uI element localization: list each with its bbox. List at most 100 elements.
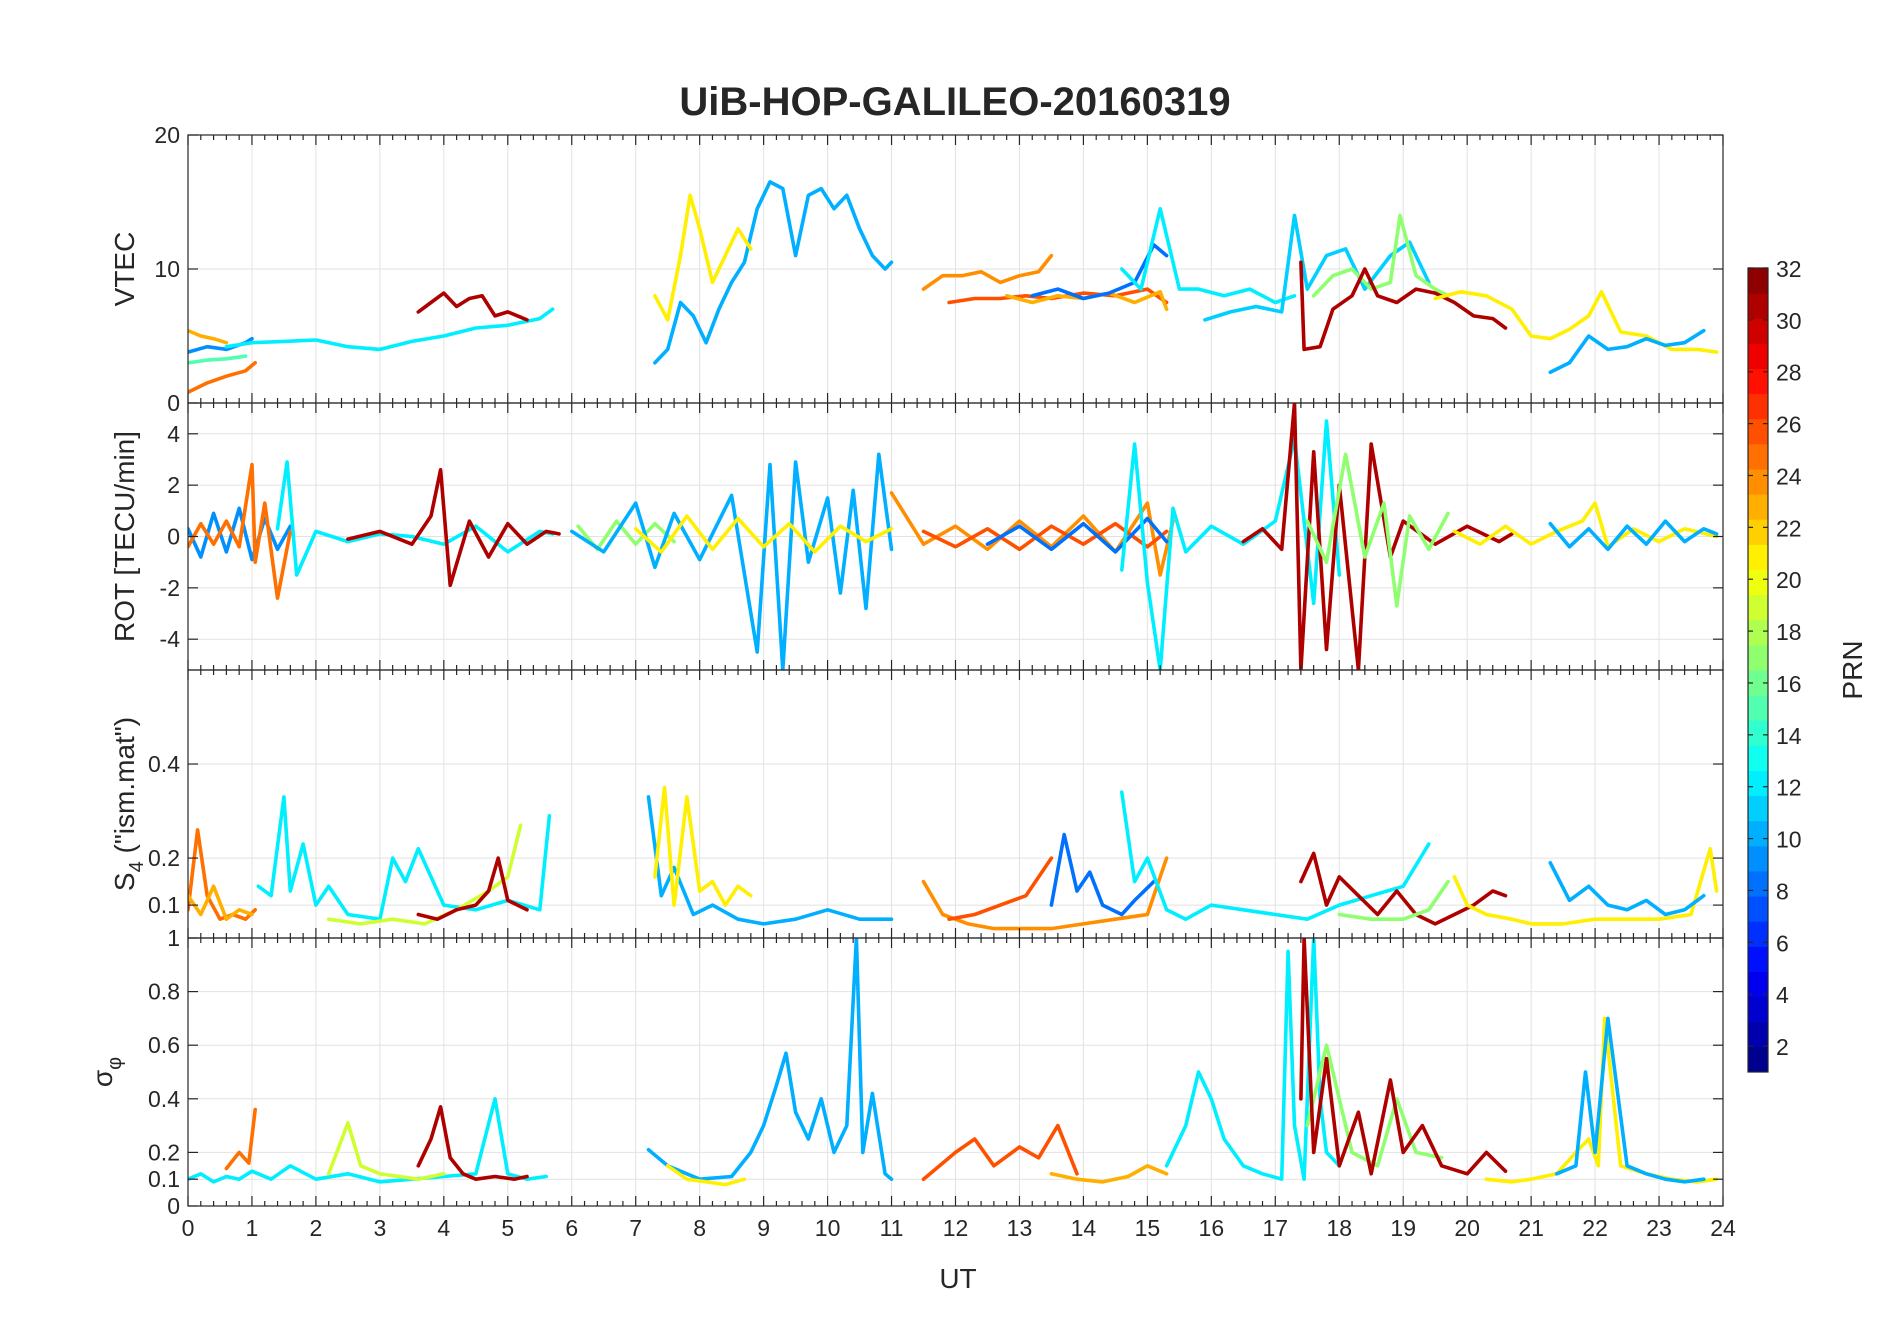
panel-sigma_phi: 00.10.2 0.4 0.6 0.8 1 σφ xyxy=(87,925,1724,1219)
panel-s4-grid xyxy=(187,670,1724,938)
series-line-prn-10 xyxy=(1548,328,1706,374)
series-line-prn-17 xyxy=(1305,1043,1444,1168)
y-tick-label: 0.1 xyxy=(148,1166,180,1192)
x-tick-label: 6 xyxy=(565,1215,578,1241)
series-line-prn-10 xyxy=(1548,519,1719,552)
x-tick-label: 18 xyxy=(1326,1215,1352,1241)
colorbar-tick-label: 12 xyxy=(1776,775,1802,801)
y-tick-label: 2 xyxy=(167,472,180,498)
series-line-prn-25 xyxy=(188,361,257,395)
series-line-prn-12 xyxy=(275,460,555,577)
y-tick-label: 4 xyxy=(167,421,180,447)
y-axis-label-sigma_phi: σφ xyxy=(87,1057,126,1087)
colorbar-frame xyxy=(1747,267,1769,1073)
series-line-prn-12 xyxy=(256,795,552,921)
series-line-prn-10 xyxy=(646,938,894,1181)
series-line-prn-31 xyxy=(416,1105,529,1181)
colorbar-segment xyxy=(1748,368,1768,395)
series-line-prn-11 xyxy=(1203,213,1431,322)
series-line-prn-25 xyxy=(224,1107,257,1171)
series-line-prn-24 xyxy=(889,491,1175,577)
y-tick-label: 0.4 xyxy=(148,1086,180,1112)
colorbar-segment xyxy=(1748,469,1768,495)
colorbar-tick-label: 6 xyxy=(1776,930,1789,956)
colorbar-tick-label: 30 xyxy=(1776,308,1802,334)
series-line-prn-31 xyxy=(416,291,529,322)
x-tick-label: 17 xyxy=(1262,1215,1288,1241)
series-line-prn-17 xyxy=(1337,879,1450,921)
x-tick-label: 0 xyxy=(182,1215,195,1241)
x-tick-label: 21 xyxy=(1518,1215,1544,1241)
colorbar-segment xyxy=(1748,820,1768,847)
series-line-prn-31 xyxy=(416,856,529,921)
colorbar-segment xyxy=(1748,795,1768,822)
colorbar-tick-label: 10 xyxy=(1776,827,1802,853)
colorbar-segment xyxy=(1748,418,1768,445)
colorbar-segment xyxy=(1748,745,1768,771)
colorbar-tick-label: 8 xyxy=(1776,878,1789,904)
series-line-prn-21 xyxy=(1452,501,1719,549)
series-line-prn-24 xyxy=(921,253,1054,291)
x-tick-label: 4 xyxy=(437,1215,450,1241)
series-line-prn-25 xyxy=(188,462,293,600)
colorbar-segment xyxy=(1748,871,1768,897)
series-line-prn-31 xyxy=(1299,260,1508,352)
series-line-prn-12 xyxy=(188,1097,548,1184)
colorbar-tick-label: 16 xyxy=(1776,671,1802,697)
colorbar-segment xyxy=(1748,996,1768,1023)
series-line-prn-23 xyxy=(188,884,254,921)
x-tick-label: 1 xyxy=(246,1215,259,1241)
series-line-prn-21 xyxy=(653,785,753,907)
colorbar-tick-label: 28 xyxy=(1776,360,1802,386)
colorbar-segment xyxy=(1748,268,1768,294)
y-tick-label: 0.8 xyxy=(148,979,180,1005)
colorbar-segment xyxy=(1748,1046,1768,1073)
x-tick-label: 24 xyxy=(1710,1215,1736,1241)
panel-rot: -4 -2 0 2 4 ROT [TECU/min] xyxy=(109,402,1724,671)
x-tick-label: 8 xyxy=(693,1215,706,1241)
series-line-prn-23 xyxy=(188,328,229,345)
series-line-prn-31 xyxy=(1241,403,1514,670)
series-line-prn-31 xyxy=(1299,851,1508,926)
panel-vtec-grid xyxy=(187,134,1724,404)
colorbar-segment xyxy=(1748,343,1768,369)
x-tick-label: 5 xyxy=(501,1215,514,1241)
colorbar-tick-label: 20 xyxy=(1776,567,1802,593)
x-tick-label: 12 xyxy=(943,1215,969,1241)
series-line-prn-8 xyxy=(1030,243,1169,301)
panel-s4: 0.1 0.2 0.4S4 ("ism.mat") xyxy=(109,669,1724,939)
colorbar-segment xyxy=(1748,971,1768,998)
series-line-prn-26 xyxy=(921,1123,1079,1181)
colorbar-segment xyxy=(1748,494,1768,520)
colorbar-segment xyxy=(1748,1021,1768,1048)
colorbar-segment xyxy=(1748,594,1768,621)
series-line-prn-19 xyxy=(326,1121,446,1181)
x-tick-label: 9 xyxy=(757,1215,770,1241)
series-line-prn-10 xyxy=(653,180,894,365)
series-line-prn-10 xyxy=(570,452,894,670)
colorbar-segment xyxy=(1748,770,1768,797)
colorbar-tick-label: 32 xyxy=(1776,256,1802,282)
x-tick-label: 7 xyxy=(629,1215,642,1241)
colorbar-segment xyxy=(1748,293,1768,319)
series-line-prn-12 xyxy=(1120,790,1431,921)
series-line-prn-21 xyxy=(653,193,753,322)
x-tick-label: 20 xyxy=(1454,1215,1480,1241)
x-tick-label: 15 xyxy=(1135,1215,1161,1241)
y-axis-label-rot: ROT [TECU/min] xyxy=(109,431,140,642)
colorbar-segment xyxy=(1748,946,1768,972)
colorbar-segment xyxy=(1748,845,1768,872)
x-tick-label: 19 xyxy=(1390,1215,1416,1241)
chart-title: UiB-HOP-GALILEO-20160319 xyxy=(679,80,1230,124)
series-line-prn-21 xyxy=(633,514,894,554)
y-tick-label: -2 xyxy=(160,575,180,601)
colorbar-segment xyxy=(1748,670,1768,696)
colorbar-segment xyxy=(1748,720,1768,746)
colorbar-segment xyxy=(1748,921,1768,947)
colorbar-segment xyxy=(1748,318,1768,344)
colorbar-tick-label: 18 xyxy=(1776,619,1802,645)
x-tick-label: 22 xyxy=(1582,1215,1608,1241)
y-tick-label: 20 xyxy=(154,122,180,148)
